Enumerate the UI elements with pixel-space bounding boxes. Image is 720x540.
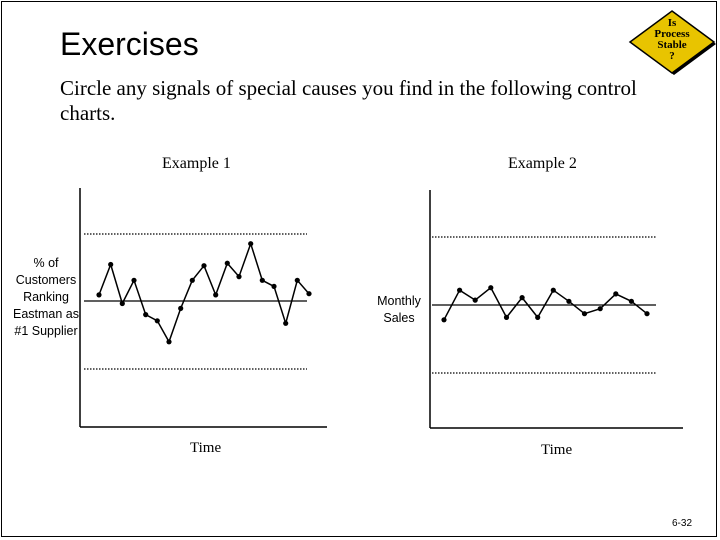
chart1-data-point — [306, 291, 312, 297]
chart1-data-point — [201, 263, 207, 269]
chart2-ylabel: Monthly Sales — [377, 294, 421, 325]
chart1-data-point — [131, 277, 137, 283]
chart2-data-point — [441, 317, 447, 323]
chart1-ylabel: % of Customers Ranking Eastman as #1 Sup… — [12, 256, 79, 338]
chart1-data-point — [224, 260, 230, 266]
chart1-data-point — [178, 305, 184, 311]
chart2-xlabel: Time — [541, 442, 573, 458]
page-number: 6-32 — [671, 518, 692, 529]
chart2-data-point — [488, 285, 494, 291]
chart1-xlabel: Time — [190, 440, 222, 456]
chart1-data-point — [213, 292, 219, 298]
chart1-data-point — [236, 274, 242, 280]
chart1-data-point — [271, 283, 277, 289]
chart2-data-point — [581, 311, 588, 317]
badge-text: Is Process Stable ? — [638, 18, 706, 62]
chart2-data-point — [535, 314, 541, 320]
chart1-data-point — [189, 277, 195, 283]
chart1-data-point — [154, 318, 160, 324]
chart1-data-point — [143, 312, 149, 318]
chart1-data-point — [108, 261, 114, 268]
chart1-series-line — [98, 241, 310, 344]
chart2-data-point — [519, 295, 525, 301]
chart1-data-point — [259, 277, 265, 283]
chart1-data-point — [283, 320, 289, 326]
chart2-data-point — [566, 298, 572, 304]
chart1-data-point — [119, 300, 125, 307]
chart2-data-point — [628, 298, 635, 304]
chart2-data-point — [613, 291, 619, 297]
slide-title: Exercises — [60, 26, 199, 62]
chart2-series-line — [443, 286, 648, 321]
chart2-data-point — [457, 287, 463, 293]
chart1-data-point — [248, 241, 254, 247]
badge-line: Is — [667, 17, 677, 29]
chart2-title: Example 2 — [508, 155, 577, 172]
chart1-data-point — [294, 277, 300, 283]
chart1-title: Example 1 — [162, 155, 231, 172]
chart1-data-point — [96, 292, 102, 298]
chart2-data-point — [644, 311, 650, 317]
badge-line: Stable — [657, 39, 687, 51]
chart2-data-point — [472, 297, 478, 303]
chart2-data-point — [550, 287, 556, 293]
chart1-data-point — [166, 339, 172, 345]
badge-line: Process — [654, 28, 690, 40]
chart2-data-point — [597, 306, 603, 312]
instructions-text: Circle any signals of special causes you… — [60, 76, 637, 125]
chart2-data-point — [503, 314, 510, 320]
diamond-badge-icon — [628, 10, 716, 75]
badge-line: ? — [669, 50, 675, 62]
